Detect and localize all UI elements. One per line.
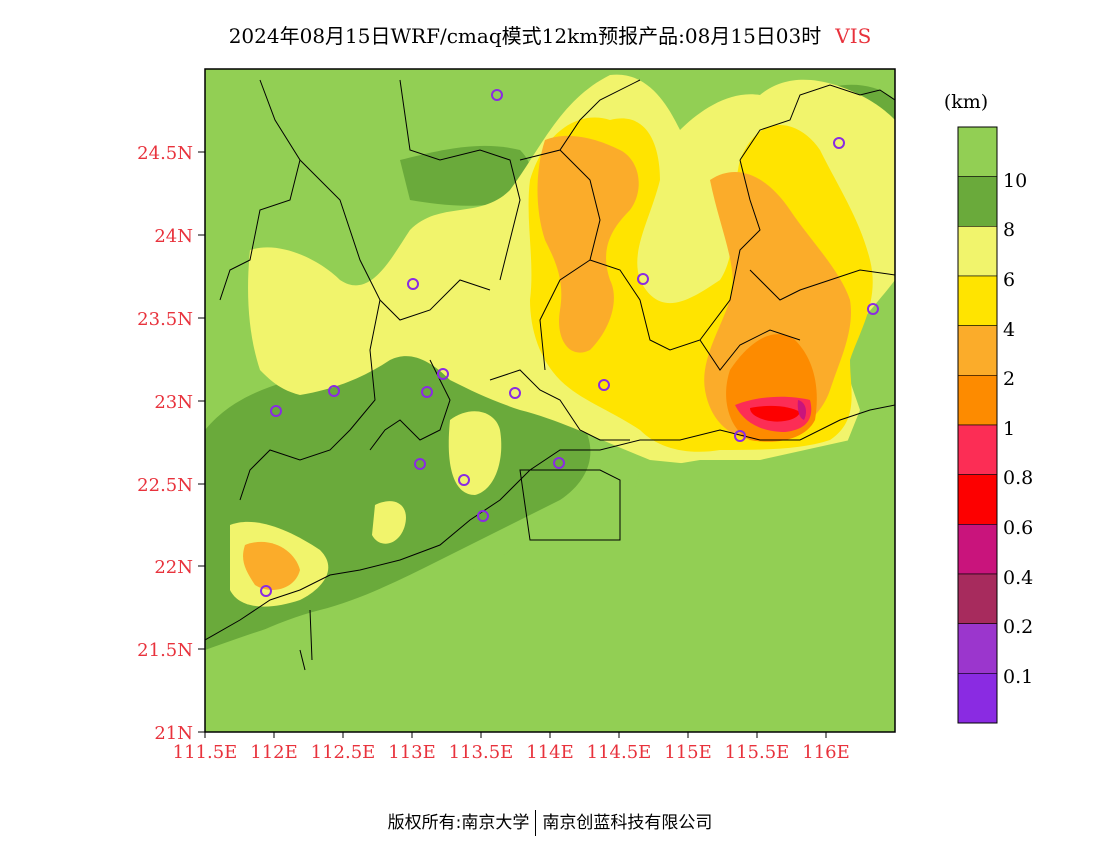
station-marker — [437, 368, 449, 380]
colorbar-swatch — [957, 275, 998, 326]
zone-2km-north — [537, 135, 639, 353]
colorbar-label: 4 — [1003, 319, 1015, 341]
colorbar-swatch — [957, 573, 998, 624]
lon-tick-label: 114E — [526, 742, 574, 763]
colorbar-swatch — [957, 623, 998, 674]
station-markers — [260, 89, 879, 597]
station-marker — [553, 457, 565, 469]
station-marker — [421, 386, 433, 398]
lat-tick-label: 24N — [154, 226, 193, 247]
colorbar-label: 1 — [1003, 418, 1015, 440]
colorbar: (km) 10 8 6 4 2 1 0.8 0.6 0.4 0.2 0.1 — [944, 91, 1033, 724]
copyright-owner: 版权所有:南京大学 — [387, 813, 530, 833]
lat-axis: 21N 21.5N 22N 22.5N 23N 23.5N 24N 24.5N — [137, 143, 205, 744]
sea-region — [205, 410, 895, 732]
station-marker — [328, 385, 340, 397]
station-marker — [867, 303, 879, 315]
station-marker — [407, 278, 419, 290]
station-marker — [260, 585, 272, 597]
lon-tick-label: 111.5E — [173, 742, 238, 763]
colorbar-swatch — [957, 673, 998, 724]
colorbar-unit: (km) — [944, 91, 988, 113]
colorbar-label: 2 — [1003, 368, 1015, 390]
lat-tick-label: 21.5N — [137, 640, 193, 661]
colorbar-label: 0.8 — [1003, 467, 1033, 489]
lat-tick-label: 23.5N — [137, 309, 193, 330]
colorbar-label: 6 — [1003, 269, 1015, 291]
admin-boundaries — [205, 79, 895, 671]
lon-axis: 111.5E 112E 112.5E 113E 113.5E 114E 114.… — [173, 732, 850, 763]
station-marker — [414, 458, 426, 470]
colorbar-swatch — [957, 126, 998, 177]
zone-2km-southwest — [243, 541, 300, 590]
station-marker — [598, 379, 610, 391]
station-marker — [477, 510, 489, 522]
colorbar-label: 0.6 — [1003, 517, 1033, 539]
lon-tick-label: 114.5E — [587, 742, 652, 763]
colorbar-label: 0.4 — [1003, 567, 1033, 589]
colorbar-label: 8 — [1003, 219, 1015, 241]
footer-separator — [535, 810, 537, 836]
colorbar-label: 10 — [1003, 170, 1027, 192]
colorbar-swatch — [957, 474, 998, 525]
lon-tick-label: 112.5E — [311, 742, 376, 763]
colorbar-swatch — [957, 524, 998, 575]
lon-tick-label: 116E — [802, 742, 850, 763]
copyright-company: 南京创蓝科技有限公司 — [542, 813, 713, 833]
lon-tick-label: 115E — [664, 742, 712, 763]
colorbar-swatch — [957, 176, 998, 227]
variable-name: VIS — [835, 24, 872, 48]
station-marker — [270, 405, 282, 417]
lat-tick-label: 23N — [154, 392, 193, 413]
lat-tick-label: 24.5N — [137, 143, 193, 164]
lon-tick-label: 113E — [388, 742, 436, 763]
station-marker — [458, 474, 470, 486]
lat-tick-label: 21N — [154, 723, 193, 744]
lon-tick-label: 112E — [250, 742, 298, 763]
station-marker — [637, 273, 649, 285]
title-main: 2024年08月15日WRF/cmaq模式12km预报产品:08月15日03时 — [228, 24, 822, 48]
station-marker — [734, 430, 746, 442]
station-marker — [509, 387, 521, 399]
colorbar-swatch — [957, 375, 998, 426]
zone-6km-small — [372, 501, 406, 544]
copyright-footer: 版权所有:南京大学 南京创蓝科技有限公司 — [0, 808, 1100, 836]
map-title: 2024年08月15日WRF/cmaq模式12km预报产品:08月15日03时 V… — [0, 20, 1100, 49]
colorbar-swatch — [957, 226, 998, 277]
zone-06km — [750, 405, 800, 422]
colorbar-swatch — [957, 325, 998, 376]
zone-6km-pearl — [448, 411, 502, 495]
station-marker — [833, 137, 845, 149]
colorbar-swatches — [957, 126, 998, 724]
visibility-field — [205, 74, 895, 732]
colorbar-label: 0.1 — [1003, 666, 1033, 688]
station-marker — [491, 89, 503, 101]
lat-tick-label: 22.5N — [137, 475, 193, 496]
lat-tick-label: 22N — [154, 557, 193, 578]
colorbar-label: 0.2 — [1003, 616, 1033, 638]
colorbar-frame — [957, 126, 998, 724]
lon-tick-label: 115.5E — [725, 742, 790, 763]
colorbar-swatch — [957, 424, 998, 475]
lon-tick-label: 113.5E — [449, 742, 514, 763]
zone-04km — [797, 400, 806, 420]
zone-8km-north — [400, 145, 531, 206]
map-panel: 21N 21.5N 22N 22.5N 23N 23.5N 24N 24.5N — [137, 68, 896, 763]
